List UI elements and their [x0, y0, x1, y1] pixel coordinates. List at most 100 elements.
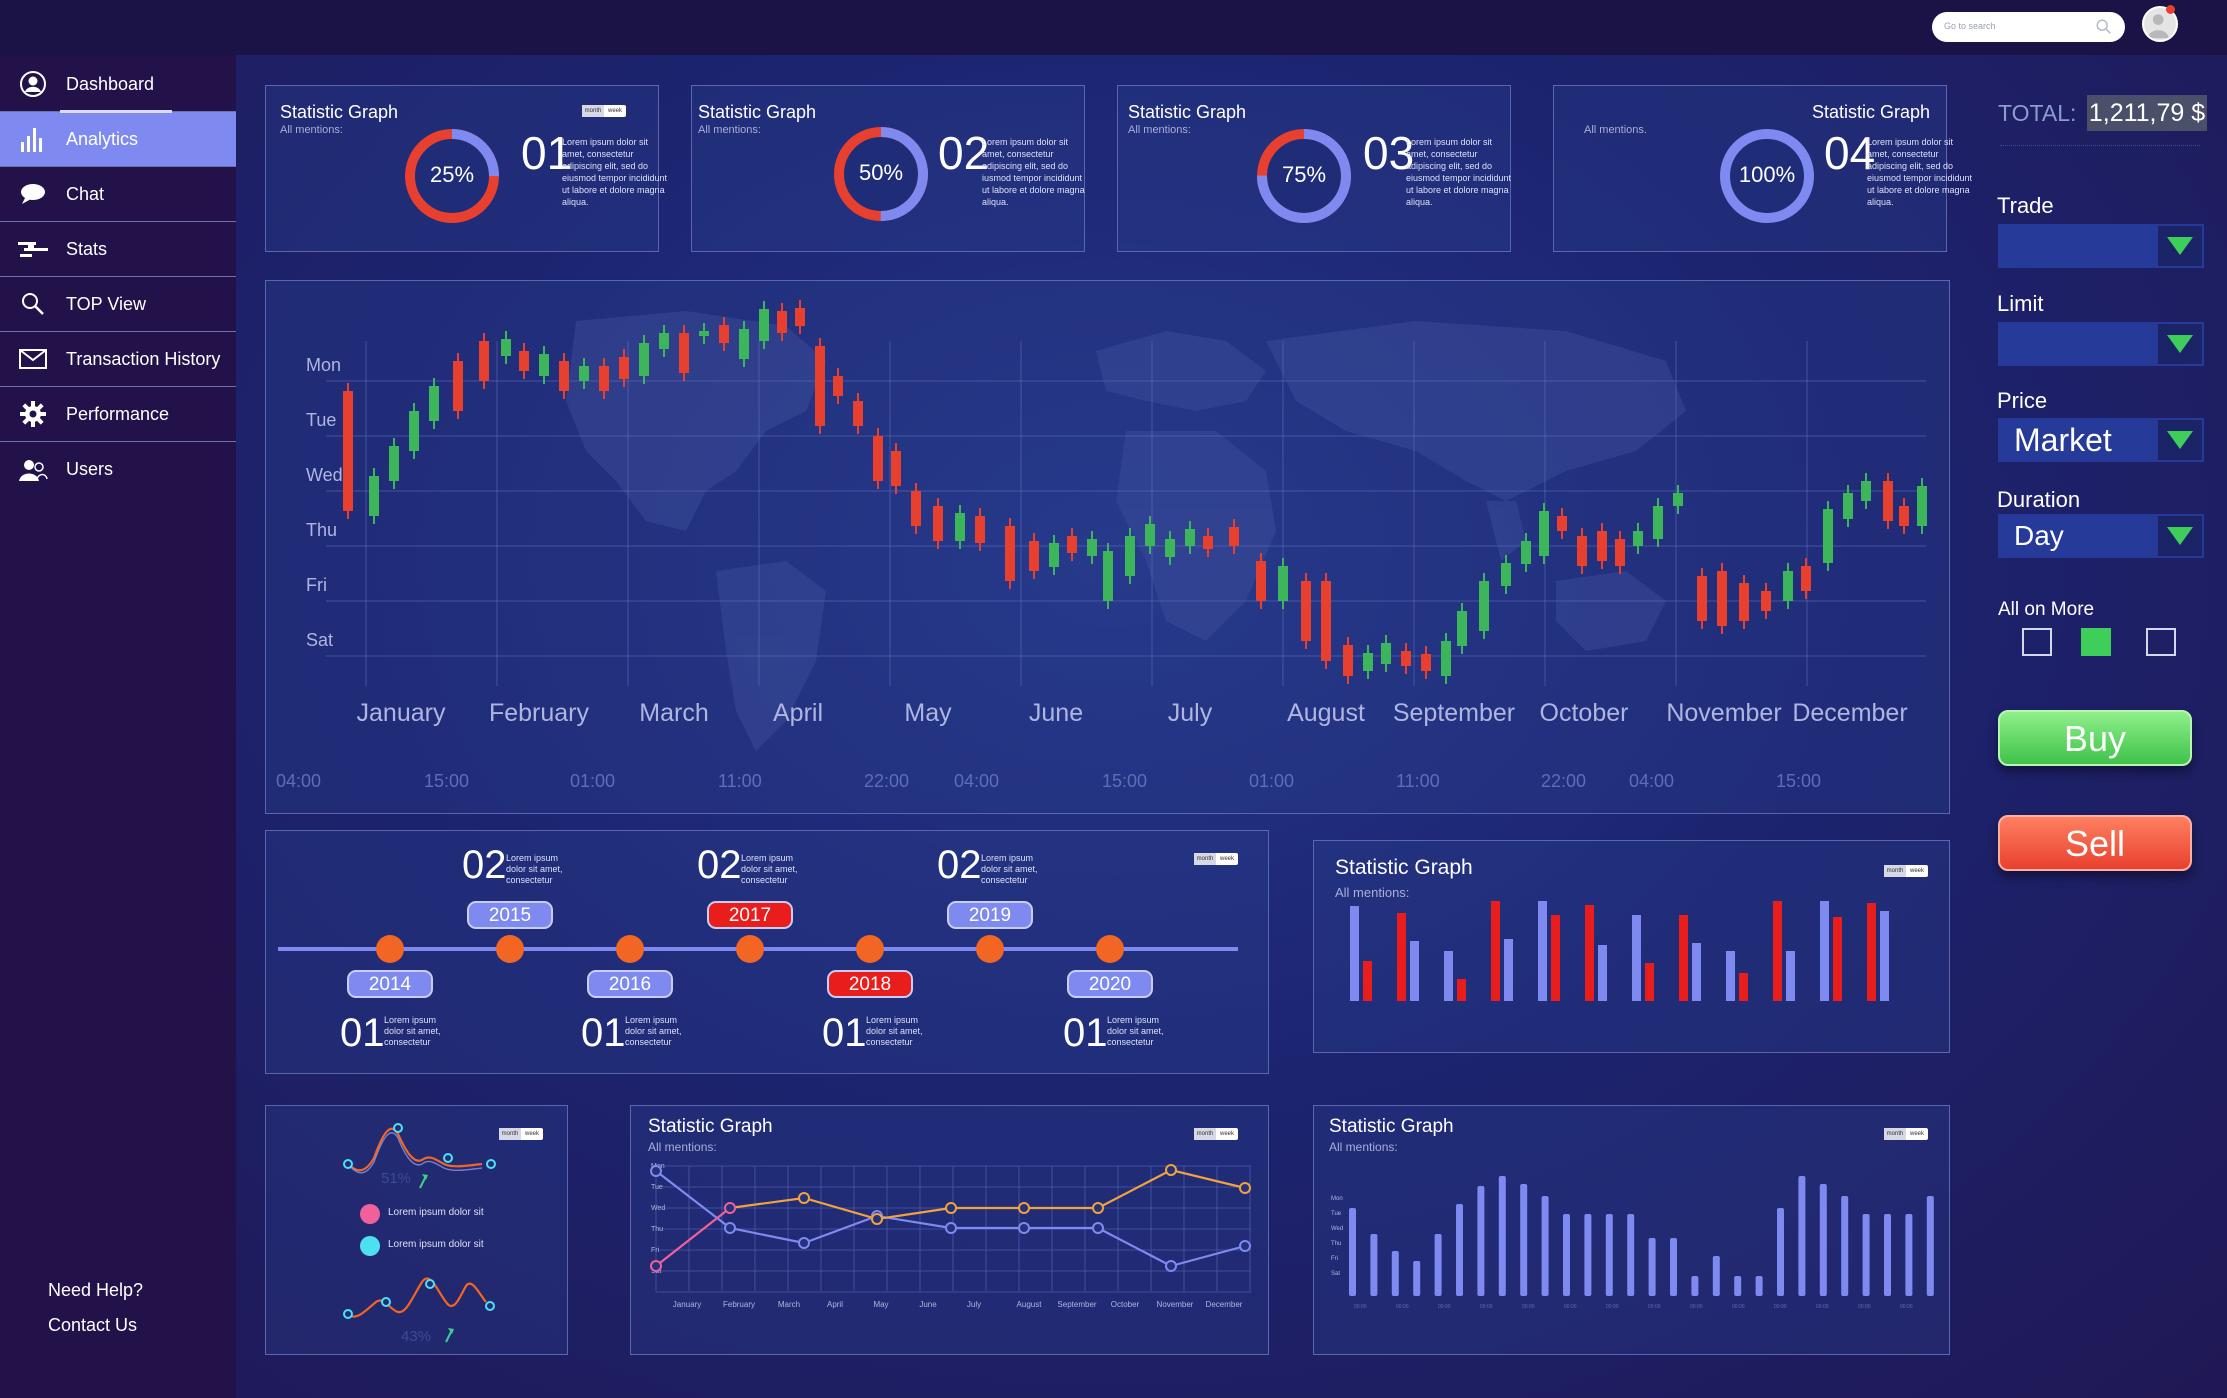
trade-select[interactable]: [1998, 224, 2204, 268]
time-label: 22:00: [864, 771, 909, 791]
candle-body: [453, 361, 463, 411]
candle-body: [1539, 511, 1549, 556]
x-tick: 00:00: [1858, 1304, 1871, 1310]
sell-button[interactable]: Sell: [1998, 815, 2192, 871]
candle-body: [1883, 481, 1893, 521]
need-help-link[interactable]: Need Help?: [48, 1280, 144, 1300]
bar: [1363, 961, 1372, 1001]
sidebar-item-transaction-history[interactable]: Transaction History: [0, 332, 236, 387]
sidebar-item-analytics[interactable]: Analytics: [0, 110, 236, 167]
timeline-year-2017[interactable]: 2017: [707, 901, 793, 929]
candle-body: [369, 476, 379, 516]
option-checkbox-2[interactable]: [2081, 628, 2111, 656]
donut-percent: 25%: [429, 162, 475, 187]
search-input[interactable]: Go to search: [1932, 12, 2125, 42]
bar: [1926, 1196, 1934, 1296]
donut-percent: 50%: [858, 160, 904, 185]
period-toggle[interactable]: month week: [1884, 1128, 1928, 1140]
paired-bar-chart: [1350, 901, 1889, 1001]
timeline-text: Lorem ipsum dolor sit amet, consectetur: [981, 853, 1038, 885]
magnifier-icon: [22, 293, 44, 315]
timeline-year-2015[interactable]: 2015: [467, 901, 553, 929]
sidebar-item-users[interactable]: Users: [0, 442, 236, 497]
sidebar-item-top-view[interactable]: TOP View: [0, 277, 236, 332]
y-label: Thu: [1331, 1241, 1341, 1247]
timeline-year-2018[interactable]: 2018: [827, 970, 913, 998]
candle-body: [1457, 611, 1467, 646]
candle-body: [639, 343, 649, 376]
donut-chart-4: [1720, 129, 1814, 223]
bar: [1841, 1196, 1849, 1296]
price-select[interactable]: Market: [1998, 418, 2204, 462]
candle-body: [833, 376, 843, 396]
period-toggle[interactable]: month week: [499, 1128, 543, 1140]
price-label: Price: [1997, 388, 2048, 413]
candle-body: [1783, 571, 1793, 601]
card-text: Lorem ipsum dolor sit amet, consectetur …: [982, 137, 1085, 207]
timeline-year-2019[interactable]: 2019: [947, 901, 1033, 929]
candle-body: [1615, 539, 1625, 566]
sidebar-item-dashboard[interactable]: Dashboard: [0, 57, 236, 112]
candle-body: [1761, 591, 1771, 611]
x-tick: 00:00: [1438, 1304, 1451, 1310]
candle-body: [891, 451, 901, 486]
period-toggle[interactable]: month week: [1884, 865, 1928, 877]
timeline-year-2014[interactable]: 2014: [347, 970, 433, 998]
period-toggle[interactable]: month week: [1194, 853, 1238, 865]
bar: [1734, 1276, 1742, 1296]
timeline-year-2016[interactable]: 2016: [587, 970, 673, 998]
card-sub: All mentions.: [1584, 124, 1647, 136]
candle-body: [579, 366, 589, 381]
candle-body: [975, 516, 985, 543]
bar: [1498, 1176, 1506, 1296]
limit-select[interactable]: [1998, 322, 2204, 366]
candle-body: [739, 329, 749, 359]
x-tick: 00:00: [1522, 1304, 1535, 1310]
card-title: Statistic Graph: [648, 1116, 773, 1137]
buy-button[interactable]: Buy: [1998, 710, 2192, 766]
period-toggle[interactable]: month week: [582, 105, 626, 117]
paired-bar-panel: Statistic Graph All mentions: month week: [1313, 840, 1950, 1053]
timeline-year-2020[interactable]: 2020: [1067, 970, 1153, 998]
period-toggle[interactable]: month week: [1194, 1128, 1238, 1140]
candle-body: [429, 386, 439, 421]
line-point: [724, 1222, 736, 1234]
month-label: February: [489, 699, 590, 727]
bar: [1410, 941, 1419, 1001]
candle-body: [873, 436, 883, 481]
sidebar-item-performance[interactable]: Performance: [0, 387, 236, 442]
x-label: September: [1057, 1300, 1096, 1309]
candle-body: [519, 351, 529, 371]
bar: [1541, 1196, 1549, 1296]
bar: [1457, 979, 1466, 1001]
series-line-blue: [655, 1170, 1246, 1268]
candle-body: [619, 357, 629, 379]
candle-body: [479, 341, 489, 381]
y-label: Thu: [651, 1226, 663, 1233]
speech-bubble-icon: [21, 184, 45, 204]
candle-body: [1343, 645, 1353, 676]
duration-select[interactable]: Day: [1998, 514, 2204, 558]
option-checkbox-1[interactable]: [2022, 628, 2052, 656]
bar: [1563, 1214, 1570, 1296]
bar: [1798, 1176, 1806, 1296]
candle-body: [1717, 571, 1727, 626]
timeline-dot: [376, 935, 404, 963]
total-label: TOTAL:: [1998, 100, 2077, 126]
sidebar-item-stats[interactable]: Stats: [0, 222, 236, 277]
search-icon[interactable]: [2095, 18, 2113, 36]
timeline-dot: [856, 935, 884, 963]
sidebar-item-label: Analytics: [66, 128, 139, 149]
timeline-track: [278, 935, 1238, 963]
chevron-down-icon: [2167, 237, 2193, 255]
sidebar-item-chat[interactable]: Chat: [0, 167, 236, 222]
option-checkbox-3[interactable]: [2146, 628, 2176, 656]
card-title: Statistic Graph: [698, 102, 817, 122]
bar: [1820, 901, 1829, 1001]
candle-body: [409, 411, 419, 451]
donut-percent: 75%: [1281, 162, 1327, 187]
contact-us-link[interactable]: Contact Us: [48, 1315, 138, 1335]
card-title: Statistic Graph: [1128, 102, 1247, 122]
month-label: November: [1666, 699, 1781, 727]
users-icon: [19, 459, 48, 481]
